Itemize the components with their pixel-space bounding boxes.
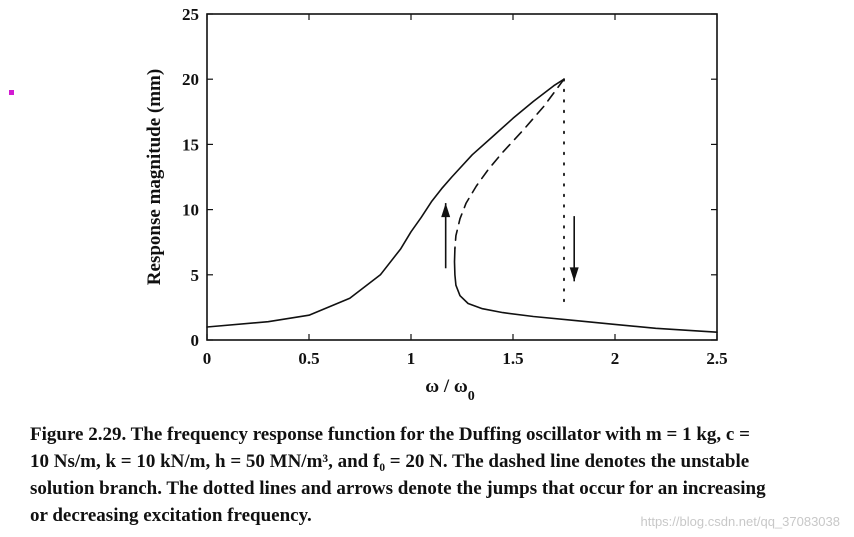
- y-tick-label: 15: [182, 135, 199, 154]
- figure-caption: Figure 2.29. The frequency response func…: [30, 421, 850, 529]
- plot-frame: [206, 13, 718, 341]
- x-tick-label: 0: [203, 349, 212, 368]
- y-tick-label: 20: [182, 70, 199, 89]
- caption-line-3: solution branch. The dotted lines and ar…: [30, 478, 766, 499]
- y-tick-label: 5: [191, 266, 200, 285]
- magenta-marker-dot: [9, 90, 14, 95]
- y-tick-label: 10: [182, 201, 199, 220]
- series-dashed-1: [454, 78, 565, 250]
- caption-line-2: 10 Ns/m, k = 10 kN/m, h = 50 MN/m³, and …: [30, 451, 750, 472]
- x-axis-label-main: ω / ω: [425, 376, 468, 397]
- x-axis-label-subscript: 0: [468, 389, 475, 404]
- series-group: [206, 78, 718, 333]
- arrow-annotations: [441, 203, 579, 282]
- x-tick-label: 1: [407, 349, 416, 368]
- x-axis-label: ω / ω0: [425, 376, 475, 404]
- frequency-response-chart: 0 0.5 1 1.5 2 2.5 0 5 10 15 20 25 Response magnitud…: [144, 5, 728, 404]
- plot-border: [206, 13, 718, 341]
- arrow-down-icon: [569, 267, 579, 282]
- axis-ticks: 0 0.5 1 1.5 2 2.5 0 5 10 15 20 25: [182, 5, 728, 368]
- x-tick-label: 2.5: [706, 349, 727, 368]
- watermark-text: https://blog.csdn.net/qq_37083038: [640, 514, 841, 529]
- arrow-up-icon: [441, 203, 451, 218]
- series-solid-0: [206, 78, 565, 328]
- y-axis-label: Response magnitude (mm): [144, 69, 165, 285]
- y-tick-label: 0: [191, 331, 200, 350]
- caption-line-1: Figure 2.29. The frequency response func…: [30, 424, 750, 445]
- x-tick-label: 0.5: [298, 349, 319, 368]
- y-tick-label: 25: [182, 5, 199, 24]
- series-solid-2: [453, 247, 718, 333]
- x-tick-label: 2: [611, 349, 620, 368]
- x-tick-label: 1.5: [502, 349, 523, 368]
- caption-line-4: or decreasing excitation frequency.: [30, 505, 312, 526]
